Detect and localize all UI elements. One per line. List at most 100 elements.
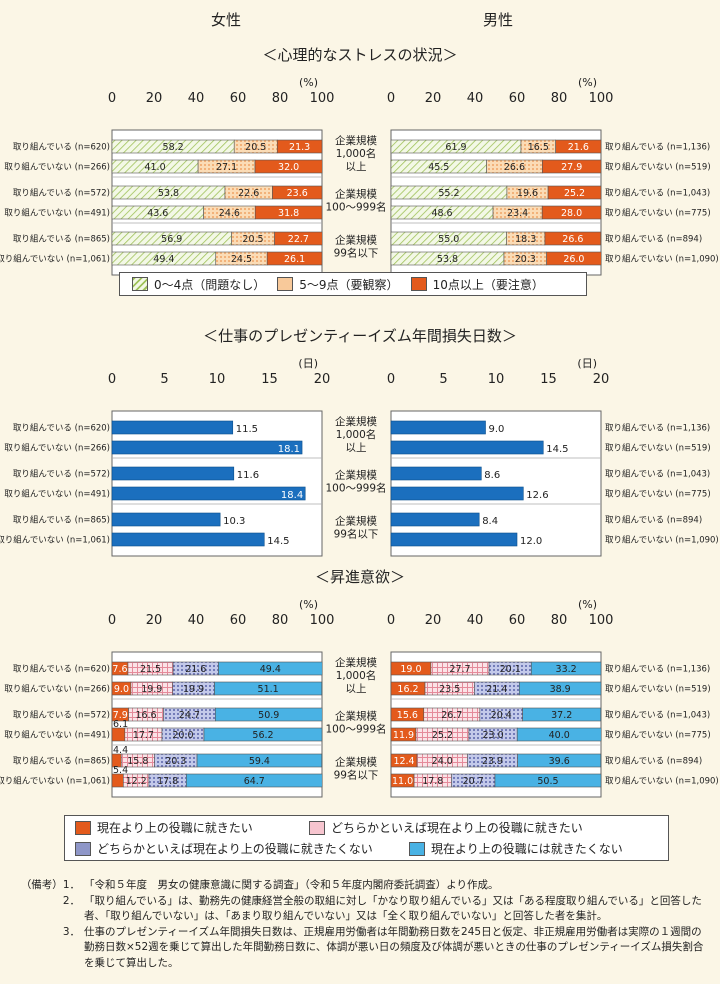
tick-label: 40 <box>188 91 205 106</box>
row-label-women: 取り組んでいる (n=572) <box>13 469 110 480</box>
data-label: 48.6 <box>431 208 452 219</box>
data-label: 19.9 <box>141 684 162 695</box>
data-label: 23.5 <box>439 684 460 695</box>
bar-segment <box>546 251 602 266</box>
row-label-men: 取り組んでいる (n=894) <box>605 515 702 526</box>
data-label: 17.7 <box>133 730 154 741</box>
tick-label: 5 <box>439 372 447 387</box>
bar <box>111 512 221 527</box>
tick-label: 40 <box>467 91 484 106</box>
tick-label: 100 <box>589 91 614 106</box>
data-label: 14.5 <box>267 536 289 547</box>
data-label: 12.2 <box>126 776 147 787</box>
bar-segment <box>186 773 323 788</box>
tick-label: 100 <box>310 91 335 106</box>
data-label: 20.5 <box>242 234 263 245</box>
row-label-women: 取り組んでいない (n=491) <box>4 730 110 741</box>
bar-segment <box>516 727 602 742</box>
data-label: 61.9 <box>445 142 466 153</box>
notes: （備考）1． 「令和５年度 男女の健康意識に関する調査」（令和５年度内閣府委託調査… <box>18 878 708 971</box>
data-label: 10.3 <box>223 516 245 527</box>
tick-label: 0 <box>387 91 395 106</box>
data-label: 27.7 <box>449 664 470 675</box>
bar-segment <box>215 707 323 722</box>
legend-swatch-purple <box>75 841 91 856</box>
data-label: 9.0 <box>114 684 129 695</box>
row-label-men: 取り組んでいない (n=1,090) <box>605 535 719 546</box>
data-label: 25.2 <box>564 188 585 199</box>
data-label: 49.4 <box>260 664 281 675</box>
bar <box>390 486 524 501</box>
bar <box>111 466 235 481</box>
tick-label: 60 <box>230 613 247 628</box>
row-label-men: 取り組んでいない (n=519) <box>605 684 711 695</box>
size-group-label: 100～999名 <box>325 201 386 214</box>
note-1: （備考）1． 「令和５年度 男女の健康意識に関する調査」（令和５年度内閣府委託調査… <box>18 878 708 894</box>
bar-segment <box>547 185 602 200</box>
row-label-men: 取り組んでいる (n=894) <box>605 756 702 767</box>
data-label: 21.6 <box>568 142 589 153</box>
data-label: 14.5 <box>546 444 568 455</box>
bar <box>390 512 480 527</box>
tick-label: 20 <box>146 91 163 106</box>
row-label-men: 取り組んでいる (n=1,043) <box>605 469 710 480</box>
tick-label: 100 <box>310 613 335 628</box>
panel-title: ＜心理的なストレスの状況＞ <box>262 46 457 64</box>
legend-swatch-peach <box>277 277 294 291</box>
data-label: 16.5 <box>528 142 549 153</box>
unit-label-women: (日) <box>298 357 318 370</box>
legend-swatch-green <box>132 277 148 291</box>
note-text: 仕事のプレゼンティーイズム年間損失日数は、正規雇用労働者は年間勤務日数を245日… <box>84 925 704 969</box>
data-label: 26.6 <box>562 234 583 245</box>
data-label: 7.9 <box>113 710 128 721</box>
legend-item-rather-want: どちらかといえば現在より上の役職に就きたい <box>309 819 583 836</box>
row-label-men: 取り組んでいない (n=775) <box>605 489 711 500</box>
row-label-men: 取り組んでいる (n=1,136) <box>605 423 710 434</box>
bar <box>111 420 234 435</box>
data-label: 33.2 <box>556 664 577 675</box>
data-label: 21.3 <box>289 142 310 153</box>
bar-segment <box>517 753 602 768</box>
promotion-legend: 現在より上の役職に就きたい どちらかといえば現在より上の役職に就きたい どちらか… <box>64 815 669 861</box>
row-label-men: 取り組んでいない (n=519) <box>605 443 711 454</box>
stress-legend: 0～4点（問題なし） 5～9点（要観察） 10点以上（要注意） <box>119 272 587 296</box>
row-label-women: 取り組んでいない (n=1,061) <box>0 535 110 546</box>
unit-label-men: (%) <box>578 598 597 611</box>
legend-item-rather-not: どちらかといえば現在より上の役職に就きたくない <box>75 840 397 857</box>
size-group-label: 企業規模 <box>335 656 377 669</box>
data-label: 26.7 <box>441 710 462 721</box>
data-label: 56.2 <box>252 730 273 741</box>
legend-label: 0～4点（問題なし） <box>154 277 266 292</box>
tick-label: 80 <box>272 91 289 106</box>
row-label-men: 取り組んでいない (n=1,090) <box>605 254 719 265</box>
tick-label: 10 <box>209 372 226 387</box>
row-label-men: 取り組んでいない (n=775) <box>605 730 711 741</box>
data-label: 32.0 <box>278 162 299 173</box>
data-label: 20.0 <box>172 730 193 741</box>
plot-area-men <box>390 651 602 798</box>
data-label: 45.5 <box>428 162 449 173</box>
plot-area-men <box>390 129 602 276</box>
data-label: 12.0 <box>520 536 542 547</box>
data-label: 39.6 <box>549 756 570 767</box>
bar-segment <box>276 139 323 154</box>
legend-label: 現在より上の役職に就きたい <box>97 821 253 835</box>
size-group-label: 99名以下 <box>334 528 379 541</box>
unit-label-women: (%) <box>299 76 318 89</box>
row-label-men: 取り組んでいる (n=1,043) <box>605 710 710 721</box>
bar-segment <box>494 773 602 788</box>
bar-segment <box>203 727 323 742</box>
data-label: 56.9 <box>161 234 182 245</box>
data-label: 19.6 <box>517 188 538 199</box>
row-label-women: 取り組んでいる (n=620) <box>13 423 110 434</box>
legend-label: どちらかといえば現在より上の役職に就きたくない <box>97 842 373 856</box>
data-label: 8.4 <box>482 516 498 527</box>
bar <box>390 420 486 435</box>
row-label-men: 取り組んでいる (n=1,136) <box>605 142 710 153</box>
size-group-label: 以上 <box>346 683 367 695</box>
data-label: 8.6 <box>484 470 500 481</box>
tick-label: 80 <box>272 613 289 628</box>
data-label: 15.8 <box>127 756 148 767</box>
bar-segment <box>274 231 323 246</box>
data-label: 55.0 <box>438 234 459 245</box>
